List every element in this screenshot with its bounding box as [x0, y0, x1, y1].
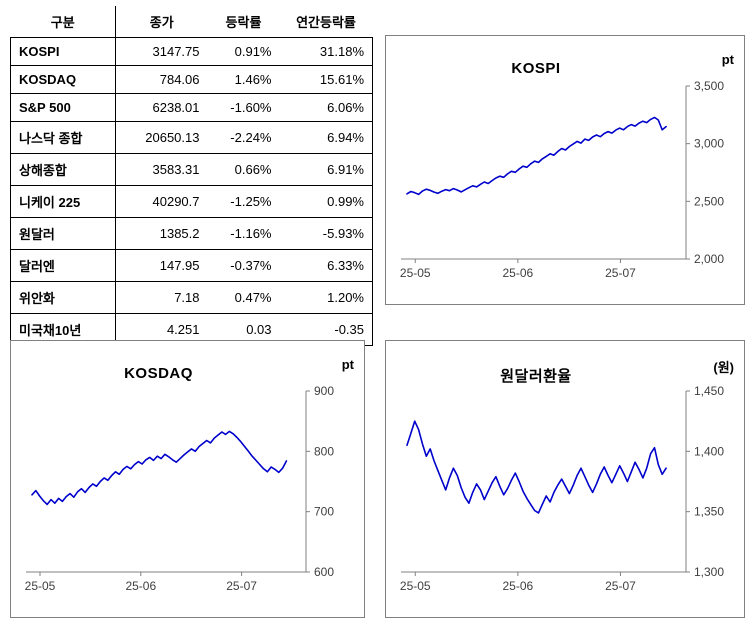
svg-text:2,500: 2,500 [694, 194, 724, 208]
svg-text:25-05: 25-05 [25, 579, 56, 593]
market-summary-table: 구분 종가 등락률 연간등락률 KOSPI 3147.75 0.91% 31.18% KOSD… [10, 6, 373, 346]
table-row: 상해종합 3583.31 0.66% 6.91% [10, 153, 373, 186]
index-name-cell: 니케이 225 [10, 185, 116, 218]
svg-text:25-06: 25-06 [125, 579, 156, 593]
annual-change-cell: 6.94% [279, 121, 373, 154]
index-name-cell: 상해종합 [10, 153, 116, 186]
svg-text:2,000: 2,000 [694, 252, 724, 266]
change-cell: 0.47% [207, 281, 280, 314]
annual-change-cell: 15.61% [279, 65, 373, 94]
change-cell: -1.16% [207, 217, 280, 250]
index-name-cell: S&P 500 [10, 93, 116, 122]
svg-text:800: 800 [314, 444, 334, 458]
column-header-3: 연간등락률 [279, 6, 373, 38]
close-cell: 1385.2 [115, 217, 208, 250]
svg-text:25-07: 25-07 [605, 579, 636, 593]
chart-unit-label: (원) [713, 360, 734, 375]
index-name-cell: 위안화 [10, 281, 116, 314]
svg-text:900: 900 [314, 384, 334, 398]
index-name-cell: KOSPI [10, 37, 116, 66]
index-name-cell: KOSDAQ [10, 65, 116, 94]
chart-title: KOSDAQ [124, 365, 193, 382]
chart-title: KOSPI [511, 60, 561, 77]
svg-text:25-07: 25-07 [605, 266, 636, 280]
column-header-2: 등락률 [207, 6, 280, 38]
close-cell: 147.95 [115, 249, 208, 282]
table-row: 나스닥 종합 20650.13 -2.24% 6.94% [10, 121, 373, 154]
annual-change-cell: 0.99% [279, 185, 373, 218]
change-cell: -2.24% [207, 121, 280, 154]
kosdaq-line-plot: 600 700 800 900 25-05 25-06 25-07 [25, 384, 335, 593]
close-cell: 3147.75 [115, 37, 208, 66]
change-cell: 0.66% [207, 153, 280, 186]
index-name-cell: 나스닥 종합 [10, 121, 116, 154]
close-cell: 7.18 [115, 281, 208, 314]
table-row: 원달러 1385.2 -1.16% -5.93% [10, 217, 373, 250]
svg-text:700: 700 [314, 505, 334, 519]
change-cell: -0.37% [207, 249, 280, 282]
svg-text:1,400: 1,400 [694, 444, 724, 458]
svg-text:25-06: 25-06 [502, 266, 533, 280]
svg-text:25-06: 25-06 [502, 579, 533, 593]
column-header-1: 종가 [115, 6, 208, 38]
svg-text:3,500: 3,500 [694, 79, 724, 93]
table-row: KOSPI 3147.75 0.91% 31.18% [10, 37, 373, 66]
annual-change-cell: 6.33% [279, 249, 373, 282]
close-cell: 784.06 [115, 65, 208, 94]
svg-text:600: 600 [314, 565, 334, 579]
annual-change-cell: -5.93% [279, 217, 373, 250]
change-cell: -1.60% [207, 93, 280, 122]
svg-text:25-07: 25-07 [226, 579, 257, 593]
svg-text:1,300: 1,300 [694, 565, 724, 579]
chart-unit-label: pt [341, 357, 354, 372]
usdkrw-line-plot: 1,300 1,350 1,400 1,450 25-05 25-06 25-07 [400, 384, 724, 593]
table-row: KOSDAQ 784.06 1.46% 15.61% [10, 65, 373, 94]
usdkrw-chart: 원달러환율 (원) 1,300 1,350 1,400 1,450 25-05 25-06… [385, 340, 745, 618]
close-cell: 40290.7 [115, 185, 208, 218]
index-name-cell: 원달러 [10, 217, 116, 250]
svg-text:25-05: 25-05 [400, 266, 431, 280]
svg-text:1,450: 1,450 [694, 384, 724, 398]
table-header-row: 구분 종가 등락률 연간등락률 [10, 6, 373, 38]
kospi-chart: KOSPI pt 2,000 2,500 3,000 3,500 25-05 25-06 2… [385, 35, 745, 305]
chart-unit-label: pt [721, 52, 734, 67]
kosdaq-chart: KOSDAQ pt 600 700 800 900 25-05 25-06 25-07 [10, 340, 365, 618]
table-row: 니케이 225 40290.7 -1.25% 0.99% [10, 185, 373, 218]
annual-change-cell: 31.18% [279, 37, 373, 66]
table-row: 위안화 7.18 0.47% 1.20% [10, 281, 373, 314]
change-cell: 1.46% [207, 65, 280, 94]
svg-text:3,000: 3,000 [694, 137, 724, 151]
table-row: 달러엔 147.95 -0.37% 6.33% [10, 249, 373, 282]
kospi-line-plot: 2,000 2,500 3,000 3,500 25-05 25-06 25-07 [400, 79, 724, 280]
table-row: S&P 500 6238.01 -1.60% 6.06% [10, 93, 373, 122]
svg-text:25-05: 25-05 [400, 579, 431, 593]
annual-change-cell: 6.06% [279, 93, 373, 122]
chart-title: 원달러환율 [500, 368, 572, 385]
annual-change-cell: 6.91% [279, 153, 373, 186]
annual-change-cell: 1.20% [279, 281, 373, 314]
svg-text:1,350: 1,350 [694, 505, 724, 519]
close-cell: 20650.13 [115, 121, 208, 154]
index-name-cell: 달러엔 [10, 249, 116, 282]
column-header-0: 구분 [10, 6, 116, 38]
close-cell: 6238.01 [115, 93, 208, 122]
change-cell: -1.25% [207, 185, 280, 218]
close-cell: 3583.31 [115, 153, 208, 186]
change-cell: 0.91% [207, 37, 280, 66]
